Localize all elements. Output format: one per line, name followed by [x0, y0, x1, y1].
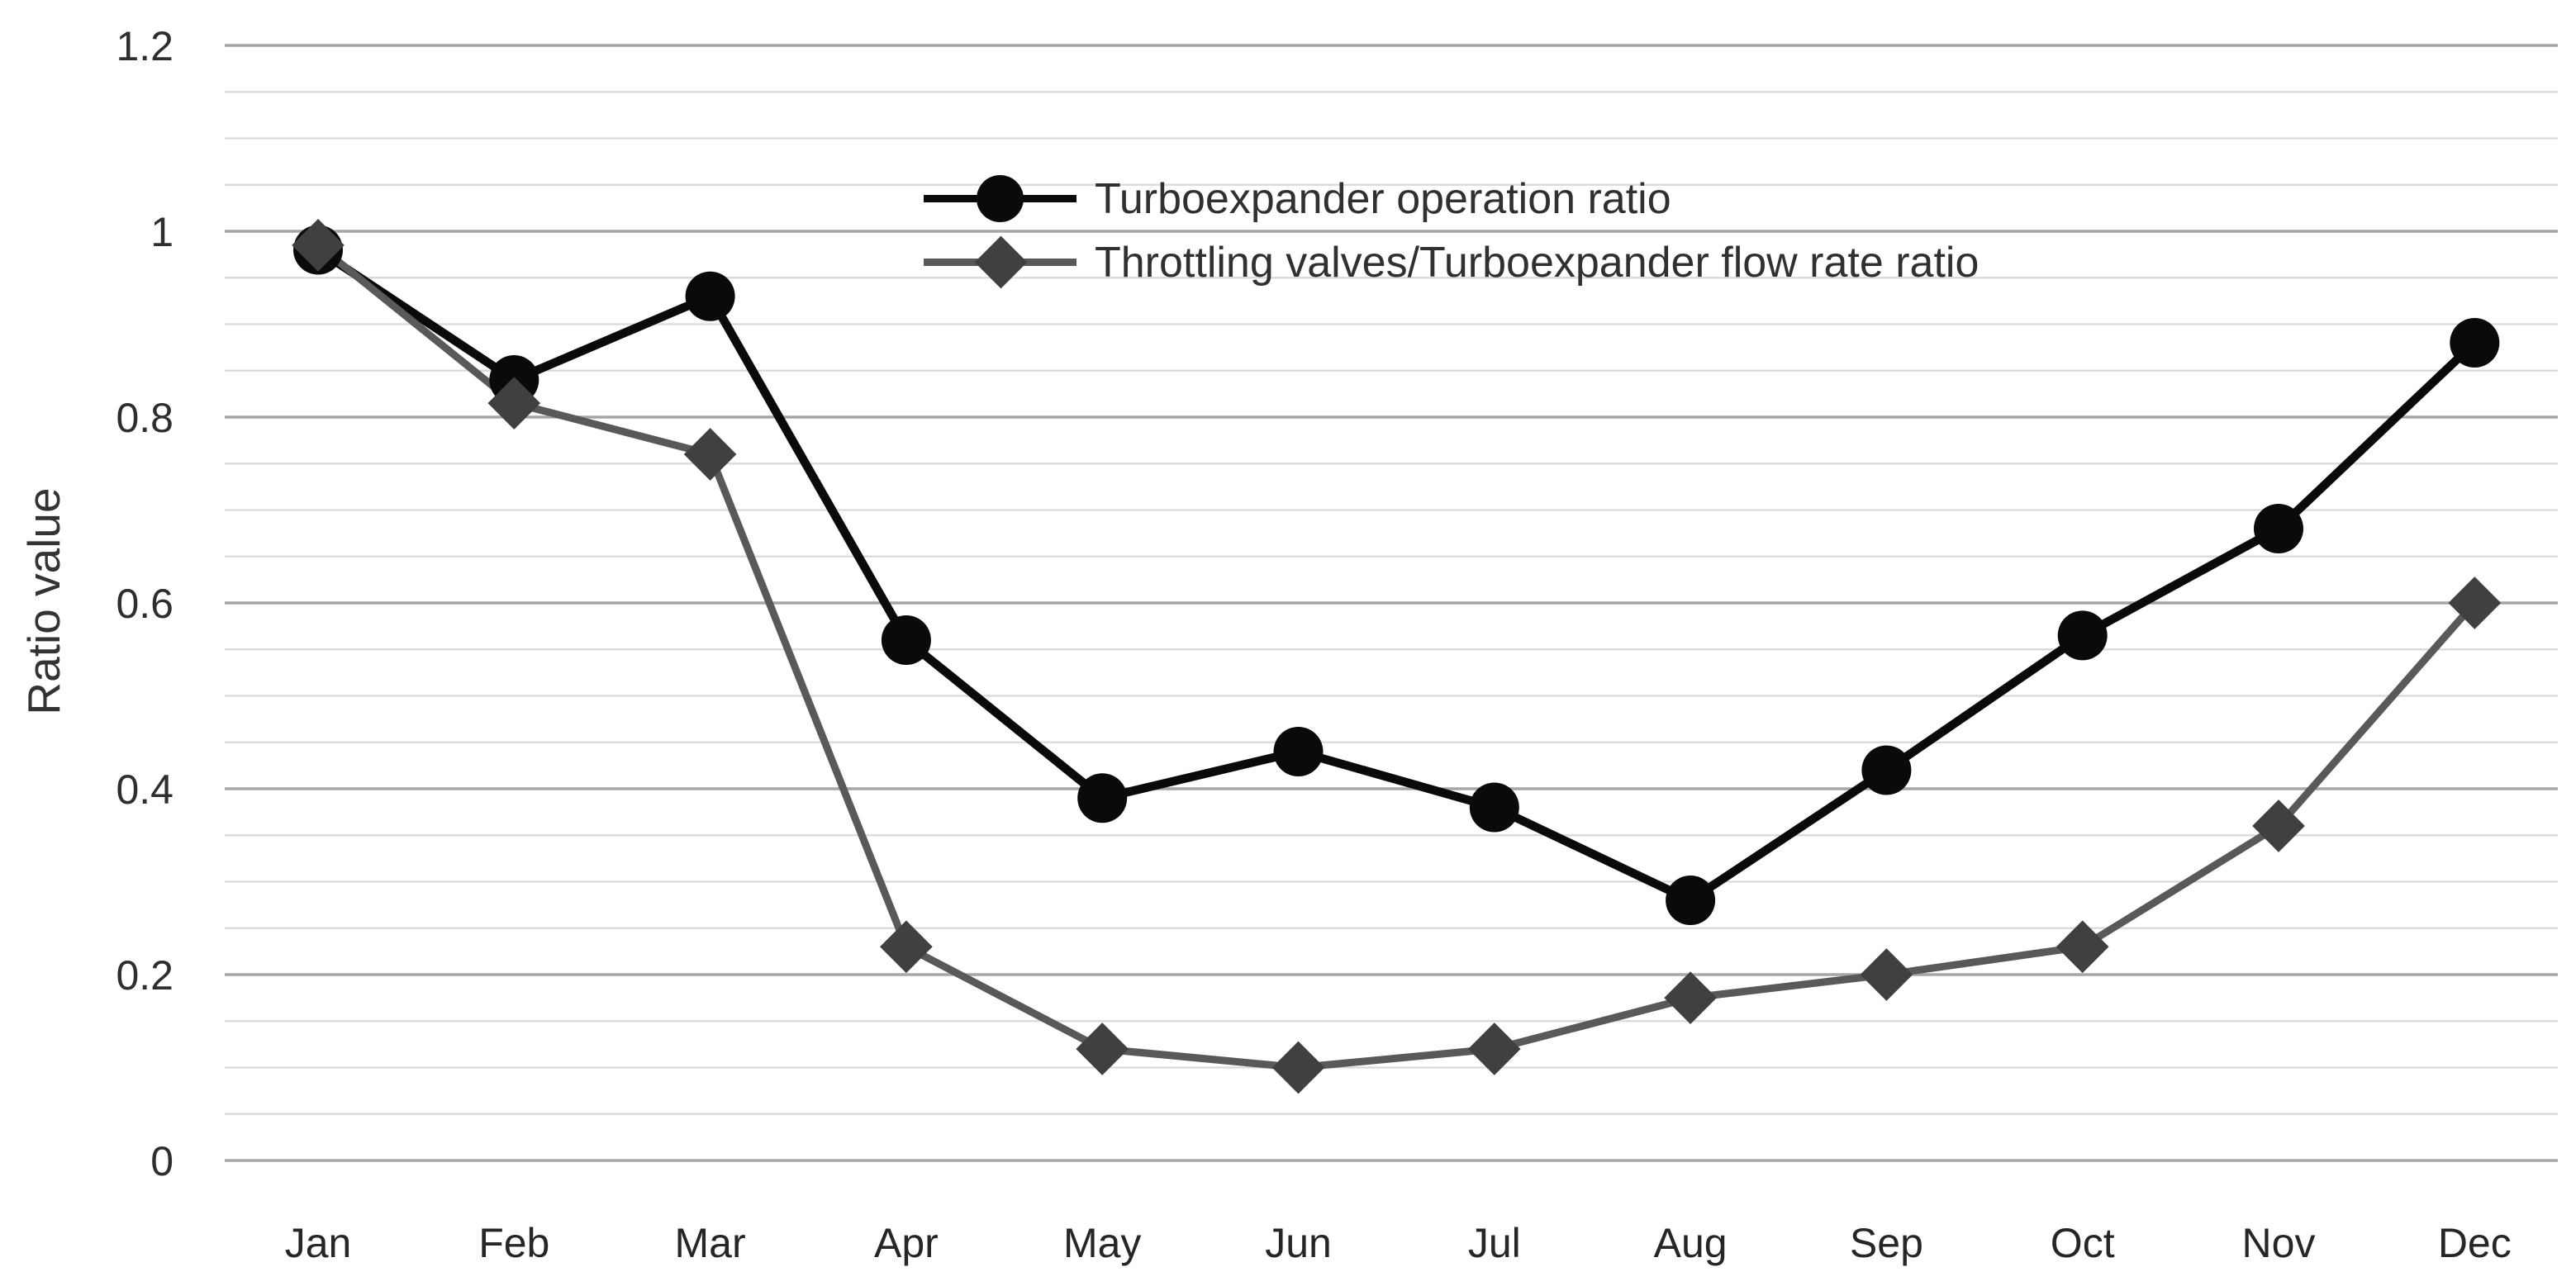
- y-axis-title: Ratio value: [18, 487, 69, 714]
- data-point-marker-circle: [2057, 610, 2108, 661]
- legend-row-throttling: Throttling valves/Turboexpander flow rat…: [924, 230, 1979, 294]
- series-line-2: [314, 241, 2479, 1071]
- x-axis-month-labels: Jan Feb Mar Apr May Jun Jul Aug Sep Oct Nov Dec: [285, 1220, 2512, 1266]
- data-point-marker-circle: [881, 615, 931, 665]
- data-point-marker-diamond: [1467, 1023, 1521, 1075]
- x-tick-label: Apr: [874, 1220, 939, 1266]
- legend-label-series1: Turboexpander operation ratio: [1095, 174, 1671, 223]
- data-point-marker-diamond: [2056, 920, 2109, 974]
- data-point-marker-circle: [2450, 318, 2500, 368]
- data-point-marker-circle: [2254, 504, 2303, 553]
- y-tick-label: 0.6: [116, 581, 173, 627]
- y-tick-label: 0: [150, 1138, 173, 1184]
- data-point-marker-diamond: [292, 219, 345, 272]
- x-tick-label: Aug: [1654, 1220, 1728, 1266]
- data-point-marker-diamond: [1076, 1023, 1129, 1075]
- data-point-marker-diamond: [880, 920, 933, 974]
- data-point-marker-diamond: [487, 377, 541, 429]
- data-point-marker-circle: [1273, 727, 1324, 776]
- data-point-marker-circle: [685, 271, 735, 321]
- data-point-marker-diamond: [2252, 800, 2305, 852]
- data-point-marker-diamond: [1271, 1041, 1325, 1094]
- y-axis-tick-labels: 1.2 1 0.8 0.6 0.4 0.2 0: [116, 23, 173, 1184]
- x-tick-label: Jan: [285, 1220, 352, 1266]
- x-tick-label: Jun: [1265, 1220, 1332, 1266]
- data-point-marker-circle: [1666, 876, 1716, 925]
- x-tick-label: Sep: [1850, 1220, 1923, 1266]
- diamond-marker-icon: [974, 235, 1028, 289]
- y-tick-label: 1.2: [116, 23, 173, 69]
- y-tick-label: 0.4: [116, 766, 173, 813]
- x-tick-label: Nov: [2242, 1220, 2316, 1266]
- series-lines-group: [313, 241, 2479, 1071]
- data-point-marker-circle: [1077, 773, 1128, 823]
- legend-sample-series2: [924, 230, 1077, 294]
- x-tick-label: Oct: [2051, 1220, 2115, 1266]
- circle-marker-icon: [977, 175, 1024, 222]
- data-point-marker-circle: [1469, 782, 1519, 833]
- legend-row-turboexpander: Turboexpander operation ratio: [924, 167, 1979, 230]
- series-line-1: [313, 245, 2479, 905]
- series-markers-group: [292, 219, 2502, 1094]
- legend: Turboexpander operation ratio Throttling…: [924, 167, 1979, 294]
- x-tick-label: Mar: [675, 1220, 746, 1266]
- x-tick-label: Feb: [478, 1220, 549, 1266]
- data-point-marker-diamond: [1664, 971, 1717, 1024]
- x-tick-label: Jul: [1468, 1220, 1521, 1266]
- data-point-marker-diamond: [1860, 948, 1913, 1001]
- gridlines-group: [225, 44, 2558, 1162]
- y-tick-label: 0.8: [116, 395, 173, 441]
- x-tick-label: Dec: [2438, 1220, 2512, 1266]
- y-tick-label: 0.2: [116, 952, 173, 999]
- data-point-marker-circle: [1861, 745, 1912, 795]
- x-tick-label: May: [1063, 1220, 1141, 1266]
- y-tick-label: 1: [150, 209, 173, 255]
- data-point-marker-diamond: [683, 428, 737, 481]
- legend-label-series2: Throttling valves/Turboexpander flow rat…: [1095, 238, 1980, 287]
- legend-sample-series1: [924, 167, 1077, 230]
- data-point-marker-diamond: [2448, 577, 2502, 629]
